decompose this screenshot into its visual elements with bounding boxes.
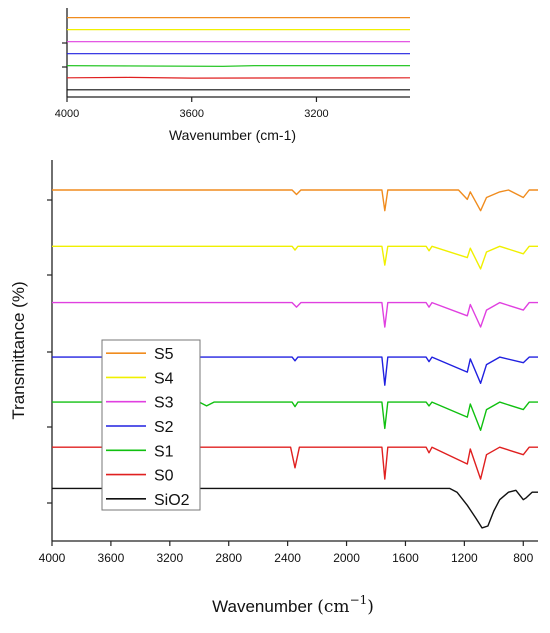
main-series-line-s3 [52,301,538,328]
legend-label-s0: S0 [154,468,174,485]
legend-label-s3: S3 [154,395,174,412]
inset-x-axis-label: Wavenumber (cm-1) [169,127,296,143]
main-x-tick-label: 3200 [156,551,183,565]
legend-frame [101,339,201,511]
main-series-line-s5 [52,189,538,212]
main-x-tick-label: 4000 [39,551,66,565]
main-series-line-sio2 [52,487,538,529]
legend-label-s1: S1 [154,443,174,460]
x-label-exponent: −1 [350,593,368,607]
main-x-tick-label: 2400 [274,551,301,565]
main-x-tick-label: 2000 [333,551,360,565]
legend-label-s4: S4 [154,370,174,387]
main-series-line-s1 [52,401,538,431]
main-series-line-s2 [52,356,538,386]
main-x-tick-label: 2800 [215,551,242,565]
legend-label-sio2: SiO2 [154,492,190,509]
main-x-axis-label: Wavenumber (cm−1) [212,593,374,617]
legend-label-s2: S2 [154,419,174,436]
main-x-tick-label: 1600 [392,551,419,565]
inset-series-line-5 [66,76,411,79]
inset-x-tick-label: 4000 [55,108,79,120]
main-x-tick-label: 800 [513,551,533,565]
x-label-close: ) [367,597,374,617]
inset-series-line-4 [66,65,410,67]
main-panel: 4000 3600 3200 2800 2400 2000 1600 1200 800 Waven… [9,160,538,617]
legend-label-s5: S5 [154,346,174,363]
x-label-text: Wavenumber [212,597,317,616]
main-legend: S5 S4 S3 S2 S1 S0 SiO2 [101,339,201,511]
inset-panel: 4000 3600 3200 Wavenumber (cm-1) [55,8,411,143]
main-series-line-s0 [52,446,538,480]
inset-x-tick-label: 3600 [179,108,203,120]
main-x-tick-label: 3600 [98,551,125,565]
main-y-axis-label: Transmittance (%) [9,281,28,419]
x-label-unit: (cm [317,597,349,617]
main-series-line-s4 [52,245,538,270]
inset-x-tick-label: 3200 [304,108,328,120]
main-x-tick-label: 1200 [451,551,478,565]
